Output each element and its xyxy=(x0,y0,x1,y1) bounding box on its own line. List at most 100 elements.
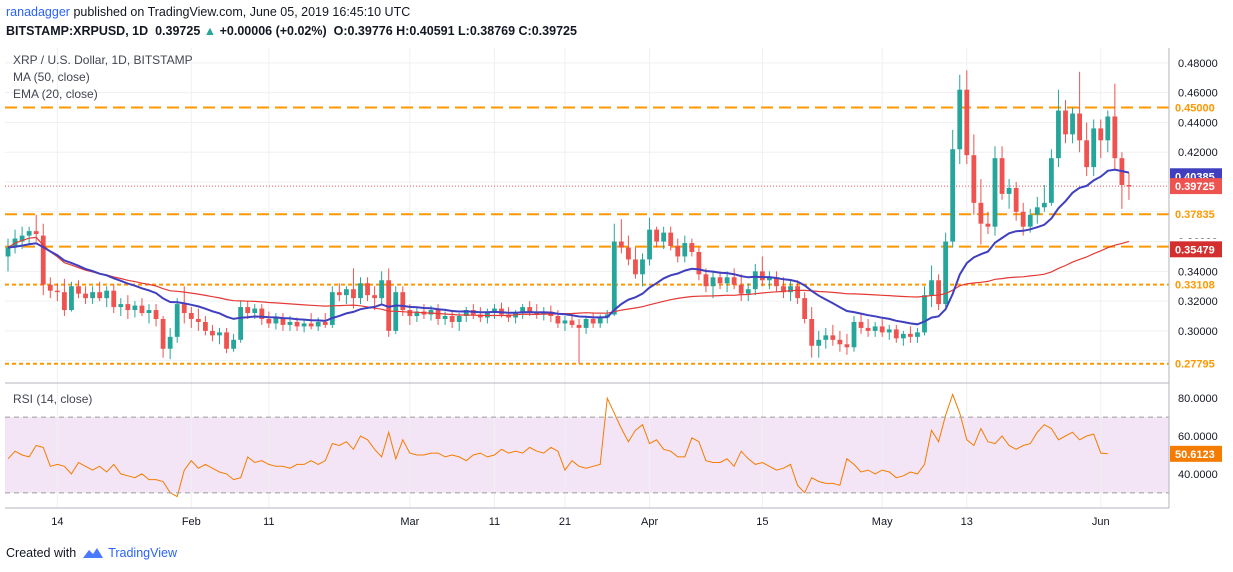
candle-body xyxy=(1034,207,1040,215)
time-tick-label: May xyxy=(872,516,893,528)
candle-body xyxy=(118,304,124,308)
candle xyxy=(231,333,236,352)
level-tag-bg xyxy=(1170,355,1222,372)
candle xyxy=(393,286,399,334)
candle xyxy=(865,318,871,337)
candle xyxy=(477,307,483,322)
candle-body xyxy=(1126,184,1132,187)
candle-body xyxy=(978,202,984,224)
candle xyxy=(421,304,427,319)
candle-body xyxy=(675,246,681,257)
candle-body xyxy=(936,280,941,305)
candle-body xyxy=(816,339,822,346)
candle-body xyxy=(308,323,314,327)
candle-body xyxy=(252,308,258,314)
last-price: 0.39725 xyxy=(155,24,201,38)
level-tag-text: 0.45000 xyxy=(1175,103,1215,115)
candle xyxy=(611,223,617,316)
candle xyxy=(386,268,392,337)
candle xyxy=(900,330,906,346)
rsi-tag-text: 50.6123 xyxy=(1175,449,1215,461)
candle-body xyxy=(724,277,730,284)
candle-body xyxy=(344,289,349,296)
candle-body xyxy=(125,304,131,311)
candle xyxy=(759,256,765,287)
candle-body xyxy=(266,318,272,324)
candle xyxy=(837,330,843,352)
candle-body xyxy=(858,321,864,328)
candle xyxy=(174,298,180,343)
candle-body xyxy=(238,307,244,340)
price-tag: 0.35479 xyxy=(1170,241,1222,258)
author-link[interactable]: ranadagger xyxy=(6,5,70,19)
candle xyxy=(153,304,159,327)
candle xyxy=(125,295,131,319)
rsi-band xyxy=(5,417,1169,493)
candle-body xyxy=(1027,214,1033,227)
candle-body xyxy=(83,293,88,299)
candle xyxy=(1013,182,1019,221)
candle xyxy=(224,327,229,354)
candle xyxy=(879,318,885,337)
candle xyxy=(929,265,934,308)
candle-body xyxy=(915,332,920,337)
candle xyxy=(1041,184,1047,212)
candle-body xyxy=(802,298,808,319)
candle-body xyxy=(1056,110,1061,159)
candle xyxy=(5,238,11,272)
candle xyxy=(217,327,222,345)
candle xyxy=(943,232,949,308)
candle-body xyxy=(830,335,836,340)
ohlc-bar: BITSTAMP:XRPUSD, 1D 0.39725 ▲ +0.00006 (… xyxy=(6,24,577,38)
candle-body xyxy=(442,316,448,319)
candle-body xyxy=(618,241,624,248)
candle-body xyxy=(745,289,751,294)
candle xyxy=(795,280,800,305)
candle-body xyxy=(597,317,603,324)
candle-body xyxy=(336,292,342,296)
level-tag: 0.37835 xyxy=(1170,206,1222,223)
candle-body xyxy=(788,286,793,293)
candle xyxy=(449,310,455,328)
candle xyxy=(167,327,173,360)
support-resistance-levels xyxy=(5,106,1169,365)
candle xyxy=(696,247,702,281)
candle-body xyxy=(738,284,744,294)
candle xyxy=(858,313,864,334)
candle-body xyxy=(957,89,963,150)
level-tag-text: 0.33108 xyxy=(1175,280,1215,292)
candle-body xyxy=(97,292,103,299)
tradingview-link[interactable]: TradingView xyxy=(108,546,177,560)
candle-body xyxy=(943,241,949,305)
candle-body xyxy=(900,333,906,339)
level-tag-bg xyxy=(1170,206,1222,223)
candle-body xyxy=(1098,128,1104,141)
candle-body xyxy=(886,329,892,333)
level-tag: 0.45000 xyxy=(1170,99,1222,116)
candle-body xyxy=(865,327,871,331)
candle-body xyxy=(195,318,201,322)
candle-body xyxy=(188,313,194,319)
candle-body xyxy=(731,277,737,285)
publish-info: ranadagger published on TradingView.com,… xyxy=(6,5,410,19)
candle xyxy=(47,277,53,299)
candle xyxy=(69,281,74,312)
candle-body xyxy=(717,277,723,284)
candle-body xyxy=(999,158,1005,194)
candle xyxy=(562,316,568,331)
candle xyxy=(1098,119,1104,159)
legend-title: XRP / U.S. Dollar, 1D, BITSTAMP xyxy=(13,53,193,67)
candle-body xyxy=(1105,116,1111,141)
candle-body xyxy=(1013,187,1019,212)
candle-body xyxy=(929,280,934,296)
candle-body xyxy=(111,290,117,308)
candle xyxy=(336,283,342,302)
legend-ema: EMA (20, close) xyxy=(13,87,98,101)
candle xyxy=(40,223,46,296)
candle-body xyxy=(781,286,786,293)
candle-body xyxy=(950,149,956,242)
candle-body xyxy=(795,286,800,299)
candle xyxy=(1119,152,1125,209)
candle xyxy=(266,311,272,328)
